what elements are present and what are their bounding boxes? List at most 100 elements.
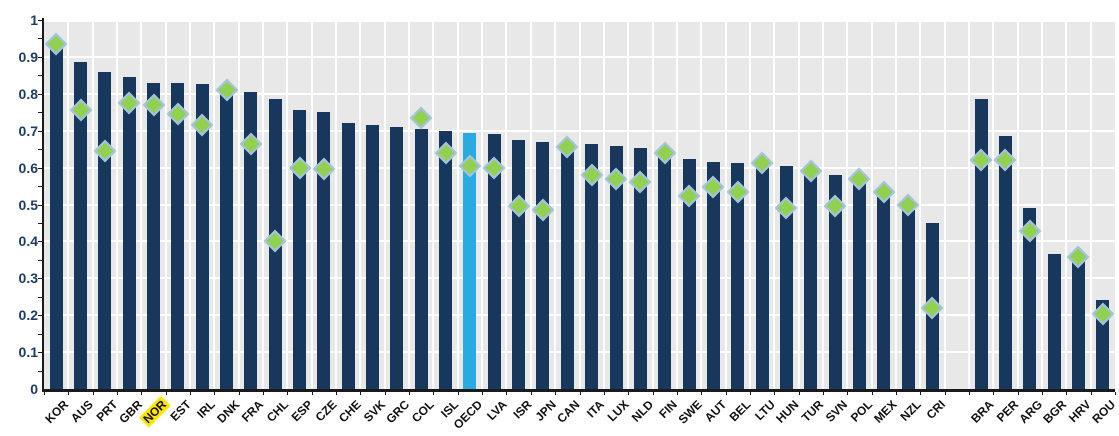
x-label-DNK: DNK [213, 397, 243, 426]
y-axis-tick [38, 186, 42, 188]
diamond-marker-POL [848, 167, 871, 190]
x-label-KOR: KOR [42, 397, 72, 427]
bar-SVK [366, 125, 380, 389]
vertical-gridline [821, 20, 824, 389]
vertical-gridline [1089, 20, 1092, 389]
vertical-gridline [140, 20, 143, 389]
x-axis-tick [847, 392, 849, 395]
vertical-gridline [481, 20, 484, 389]
x-label-CRI: CRI [923, 397, 948, 422]
bar-FIN [658, 151, 672, 389]
x-axis-tick [1041, 392, 1043, 395]
y-axis-tick [38, 222, 42, 224]
x-axis-tick [433, 392, 435, 395]
x-axis-tick [1090, 392, 1092, 395]
vertical-gridline [992, 20, 995, 389]
x-axis-tick [628, 392, 630, 395]
vertical-gridline [675, 20, 678, 389]
x-axis-tick [457, 392, 459, 395]
diamond-marker-CAN [556, 135, 579, 159]
y-tick-label-0.5: 0.5 [18, 196, 38, 213]
bar-OECD [463, 132, 477, 389]
y-axis-tick [38, 315, 42, 317]
vertical-gridline [408, 20, 411, 389]
x-axis-tick [311, 392, 313, 395]
bar-ITA [585, 143, 599, 389]
x-axis-tick [676, 392, 678, 395]
x-axis-tick [920, 392, 922, 395]
x-axis-tick [530, 392, 532, 395]
bar-ISR [512, 139, 526, 389]
vertical-gridline [724, 20, 727, 389]
vertical-gridline [359, 20, 362, 389]
y-tick-label-0.2: 0.2 [18, 307, 38, 324]
x-axis-tick [798, 392, 800, 395]
y-axis-line [42, 18, 44, 391]
diamond-marker-ARG [1018, 219, 1042, 243]
bar-SVN [828, 174, 842, 389]
vertical-gridline [602, 20, 605, 389]
vertical-gridline [919, 20, 922, 389]
x-axis-tick [1115, 392, 1116, 395]
x-axis-tick [822, 392, 824, 395]
y-tick-label-0.6: 0.6 [18, 159, 38, 176]
x-label-CHE: CHE [335, 397, 364, 426]
vertical-gridline [894, 20, 897, 389]
vertical-gridline [310, 20, 313, 389]
x-axis-tick [725, 392, 727, 395]
vertical-gridline [383, 20, 386, 389]
x-axis-tick [214, 392, 216, 395]
x-axis-tick [968, 392, 970, 395]
y-tick-label-0.8: 0.8 [18, 85, 38, 102]
x-axis-tick [336, 392, 338, 395]
x-label-SWE: SWE [675, 397, 705, 427]
x-label-HUN: HUN [773, 397, 802, 426]
x-label-AUS: AUS [68, 397, 96, 426]
bar-POL [852, 176, 866, 389]
diamond-marker-CZE [312, 158, 336, 181]
vertical-gridline [627, 20, 630, 389]
x-label-SVN: SVN [823, 397, 851, 425]
x-axis-tick [871, 392, 873, 395]
x-label-LUX: LUX [604, 397, 632, 425]
x-label-PRT: PRT [93, 397, 121, 425]
vertical-gridline [967, 20, 970, 389]
y-axis-tick [38, 259, 42, 261]
x-axis-tick [44, 392, 45, 395]
x-axis-tick [555, 392, 557, 395]
x-label-LVA: LVA [484, 397, 510, 424]
diamond-marker-SVN [823, 194, 847, 218]
x-axis-tick [141, 392, 143, 395]
x-axis-tick [68, 392, 70, 395]
diamond-marker-CHL [263, 230, 287, 253]
diamond-marker-TUR [799, 159, 823, 183]
y-axis-tick [38, 204, 42, 206]
diamond-marker-EST [166, 102, 190, 126]
diamond-marker-HRV [1067, 245, 1090, 269]
bar-ESP [293, 110, 307, 389]
vertical-gridline [164, 20, 167, 389]
vertical-gridline [505, 20, 508, 389]
bar-DNK [220, 86, 234, 389]
vertical-gridline [91, 20, 94, 389]
x-label-POL: POL [847, 397, 875, 425]
bar-CAN [560, 141, 574, 389]
bar-LTU [755, 163, 769, 389]
x-axis-tick [506, 392, 508, 395]
vertical-gridline [213, 20, 216, 389]
vertical-gridline [578, 20, 581, 389]
diamond-marker-MEX [872, 180, 896, 203]
vertical-gridline [554, 20, 557, 389]
bar-PER [998, 136, 1012, 389]
x-axis-tick [944, 392, 946, 395]
x-axis-tick [117, 392, 119, 395]
y-tick-label-1: 1 [30, 12, 38, 28]
x-axis-tick [1017, 392, 1019, 395]
x-label-CAN: CAN [554, 397, 583, 426]
bar-LUX [609, 146, 623, 389]
x-axis-tick [190, 392, 192, 395]
y-axis-tick [38, 56, 42, 58]
y-tick-label-0.4: 0.4 [18, 233, 38, 250]
bar-HRV [1071, 254, 1085, 389]
bar-NLD [633, 148, 647, 389]
